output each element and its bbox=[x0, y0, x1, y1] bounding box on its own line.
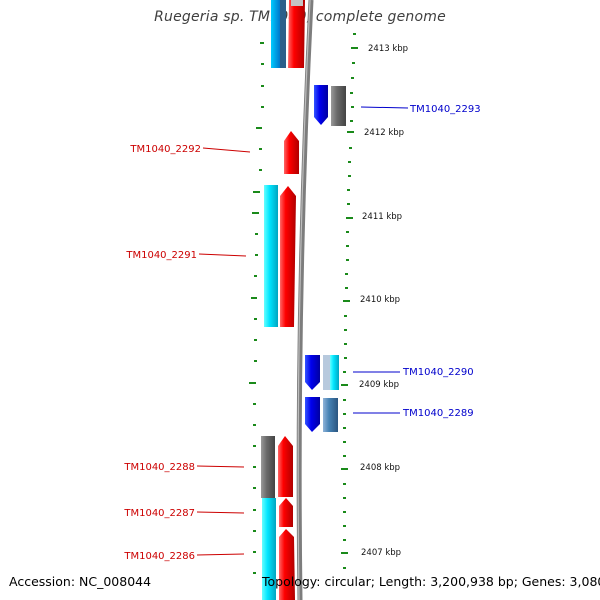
gene-label-lines bbox=[196, 106, 409, 556]
gene-TM1040_2289-features[interactable] bbox=[305, 397, 338, 432]
gene-TM1040_2286-features[interactable] bbox=[279, 529, 295, 600]
gene-TM1040_2287-features[interactable] bbox=[262, 498, 293, 600]
kbp-label: 2412 kbp bbox=[364, 128, 404, 138]
gene-TM1040_2290-features[interactable] bbox=[305, 355, 339, 390]
kbp-label: 2410 kbp bbox=[360, 295, 400, 305]
gene-label-TM1040_2288[interactable]: TM1040_2288 bbox=[123, 462, 195, 473]
gene-TM1040_2288-features[interactable] bbox=[261, 436, 293, 498]
gene-label-TM1040_2291[interactable]: TM1040_2291 bbox=[125, 250, 197, 261]
gc-track-left bbox=[249, 42, 264, 574]
gene-labels: TM1040_2293 TM1040_2292 TM1040_2291 TM10… bbox=[123, 104, 480, 562]
gene-TM1040_2291-features[interactable] bbox=[264, 185, 296, 327]
kbp-label: 2413 kbp bbox=[368, 44, 408, 54]
gene-TM1040_2292-feature[interactable] bbox=[284, 131, 299, 174]
gene-label-TM1040_2286[interactable]: TM1040_2286 bbox=[123, 551, 195, 562]
scale-labels: 2413 kbp 2412 kbp 2411 kbp 2410 kbp 2409… bbox=[359, 44, 408, 558]
kbp-label: 2409 kbp bbox=[359, 380, 399, 390]
gene-label-TM1040_2287[interactable]: TM1040_2287 bbox=[123, 508, 195, 519]
genome-backbone bbox=[296, 0, 314, 600]
gene-TM1040_2293-features[interactable] bbox=[314, 85, 346, 126]
kbp-label: 2407 kbp bbox=[361, 548, 401, 558]
gene-label-TM1040_2290[interactable]: TM1040_2290 bbox=[402, 367, 474, 378]
accession-text: Accession: NC_008044 bbox=[9, 574, 152, 589]
kbp-label: 2411 kbp bbox=[362, 212, 402, 222]
topology-text: Topology: circular; Length: 3,200,938 bp… bbox=[262, 574, 600, 589]
gene-label-TM1040_2293[interactable]: TM1040_2293 bbox=[409, 104, 481, 115]
gene-label-TM1040_2292[interactable]: TM1040_2292 bbox=[129, 144, 201, 155]
top-partial-features bbox=[271, 0, 305, 68]
gc-track-right bbox=[341, 33, 358, 569]
kbp-label: 2408 kbp bbox=[360, 463, 400, 473]
gene-label-TM1040_2289[interactable]: TM1040_2289 bbox=[402, 408, 474, 419]
